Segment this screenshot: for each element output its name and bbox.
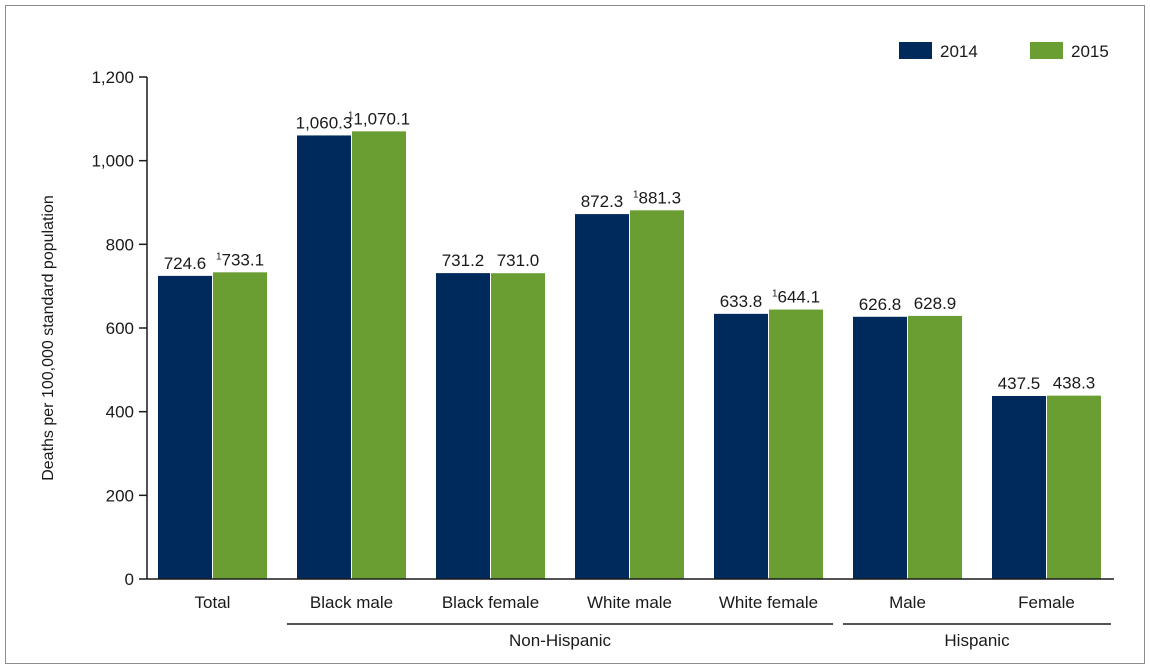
category-label-male: Male: [889, 593, 926, 612]
bar-white-female-2014: [714, 313, 768, 579]
bar-black-male-2014: [297, 135, 351, 579]
data-labels: 724.6 1733.1 1,060.311,070.1 731.2 731.0 872.…: [164, 109, 1096, 393]
bar-total-2014: [158, 275, 212, 579]
legend-label-2014: 2014: [940, 42, 978, 61]
legend-swatch-2014: [899, 42, 932, 59]
data-label-white-female-2015: 1644.1: [772, 288, 820, 307]
bar-chart: 2014 2015 0 200 400 600 800 1,000 1,200 Deaths …: [40, 42, 1114, 650]
bar-female-2014: [992, 395, 1046, 579]
data-label-black-female-2014: 731.2: [442, 251, 485, 270]
data-label-total-2014: 724.6: [164, 254, 207, 273]
bar-white-female-2015: [769, 309, 823, 579]
y-axis: 0 200 400 600 800 1,000 1,200: [91, 68, 148, 589]
bar-total-2015: [213, 272, 267, 579]
legend-label-2015: 2015: [1071, 42, 1109, 61]
y-tick-label: 0: [125, 570, 134, 589]
group-labels: Non-Hispanic Hispanic: [287, 623, 1111, 650]
category-labels: Total Black male Black female White male Whi…: [195, 593, 1075, 612]
bar-white-male-2014: [575, 214, 629, 579]
legend-swatch-2015: [1030, 42, 1063, 59]
bar-white-male-2015: [630, 210, 684, 580]
data-label-white-male-2014: 872.3: [581, 192, 624, 211]
bar-black-male-2015: [352, 131, 406, 579]
data-label-male-2014: 626.8: [859, 295, 902, 314]
group-label-hispanic: Hispanic: [944, 631, 1010, 650]
data-label-total-2015: 1733.1: [216, 250, 264, 269]
bar-male-2015: [908, 315, 962, 579]
bars: [147, 131, 1114, 580]
data-label-black-male-2014: 1,060.3: [296, 113, 353, 132]
y-tick-label: 400: [106, 403, 134, 422]
group-label-non-hispanic: Non-Hispanic: [509, 631, 612, 650]
bar-black-female-2014: [436, 273, 490, 579]
y-tick-label: 1,000: [91, 152, 134, 171]
data-label-male-2015: 628.9: [914, 294, 957, 313]
data-label-white-male-2015: 1881.3: [633, 188, 681, 207]
data-label-female-2014: 437.5: [998, 374, 1041, 393]
y-tick-label: 800: [106, 235, 134, 254]
chart-frame: 2014 2015 0 200 400 600 800 1,000 1,200 Deaths …: [5, 5, 1145, 664]
category-label-white-female: White female: [719, 593, 818, 612]
category-label-white-male: White male: [587, 593, 672, 612]
bar-male-2014: [853, 316, 907, 579]
data-label-white-female-2014: 633.8: [720, 292, 763, 311]
y-tick-label: 600: [106, 319, 134, 338]
data-label-black-female-2015: 731.0: [497, 251, 540, 270]
category-label-black-male: Black male: [310, 593, 393, 612]
y-tick-label: 200: [106, 486, 134, 505]
y-axis-label: Deaths per 100,000 standard population: [40, 195, 57, 481]
legend: 2014 2015: [899, 42, 1109, 61]
bar-black-female-2015: [491, 273, 545, 579]
data-label-black-male-2015: 11,070.1: [348, 109, 410, 128]
y-tick-label: 1,200: [91, 68, 134, 87]
data-label-female-2015: 438.3: [1053, 374, 1096, 393]
category-label-total: Total: [195, 593, 231, 612]
category-label-female: Female: [1018, 593, 1075, 612]
bar-female-2015: [1047, 395, 1101, 579]
category-label-black-female: Black female: [442, 593, 539, 612]
